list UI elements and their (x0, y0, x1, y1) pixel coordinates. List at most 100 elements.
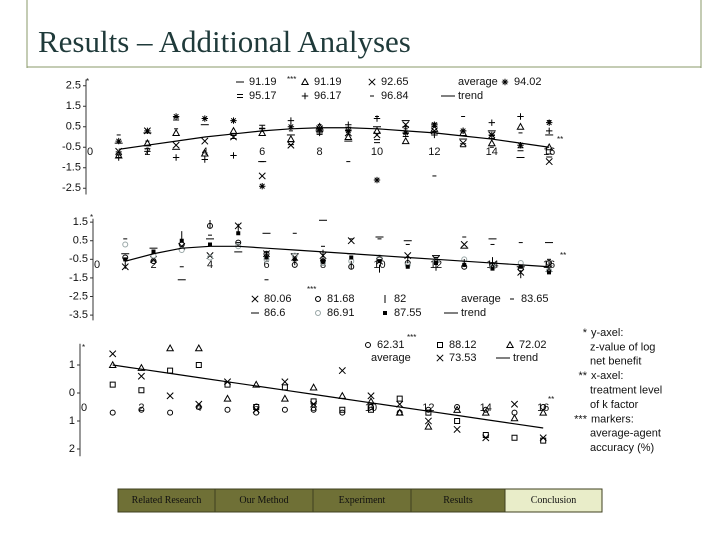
marker (172, 113, 180, 120)
legend-marker (251, 295, 259, 303)
marker (172, 128, 181, 136)
legend-marker (437, 342, 443, 348)
marker (372, 126, 382, 134)
marker (207, 222, 214, 229)
marker (310, 400, 318, 408)
y-tick-label: 1.5 (73, 216, 88, 228)
legend-marker (365, 342, 372, 348)
marker (179, 238, 184, 243)
annotation: *** (407, 333, 416, 342)
marker (516, 122, 525, 130)
marker (374, 139, 380, 144)
note-mark: * (583, 327, 588, 339)
marker (122, 241, 129, 248)
x-tick-label: 14 (480, 402, 492, 414)
marker (195, 400, 203, 408)
y-tick-label: 0.5 (66, 121, 81, 133)
marker (511, 434, 518, 441)
x-tick-label: 0 (87, 146, 93, 158)
legend-marker (237, 94, 243, 98)
nav-label[interactable]: Our Method (239, 495, 288, 506)
marker (460, 240, 468, 249)
marker (459, 139, 467, 147)
marker (488, 131, 495, 139)
legend-marker (368, 78, 376, 86)
annotation: ** (557, 135, 563, 144)
marker (229, 126, 238, 134)
marker (264, 255, 269, 260)
nav-label[interactable]: Results (443, 495, 473, 506)
legend-label: 81.68 (327, 293, 355, 305)
marker (510, 400, 519, 408)
slide-title: Results – Additional Analyses (38, 24, 411, 59)
nav-label[interactable]: Conclusion (531, 495, 577, 506)
x-tick-label: 12 (428, 146, 440, 158)
marker (201, 115, 208, 122)
marker (166, 392, 174, 400)
marker (258, 172, 266, 180)
marker (138, 387, 145, 394)
legend-label: trend (513, 352, 538, 364)
marker (402, 121, 410, 129)
note-line: of k factor (590, 399, 639, 411)
marker (316, 125, 323, 132)
note-mark: *** (574, 413, 588, 425)
marker (291, 261, 298, 268)
note-line: net benefit (590, 356, 641, 368)
marker (109, 381, 116, 388)
marker (482, 434, 490, 442)
y-tick-label: 0 (69, 387, 75, 399)
x-tick-label: 16 (543, 146, 555, 158)
marker (511, 409, 518, 416)
note-line: average-agent (590, 428, 661, 440)
marker (462, 262, 467, 267)
legend-marker (315, 310, 322, 316)
marker (344, 132, 353, 141)
legend-label: 95.17 (249, 90, 277, 102)
marker (546, 119, 553, 126)
marker (368, 406, 374, 413)
annotation: ** (560, 251, 566, 260)
legend-box (360, 337, 560, 365)
legend-label: 82 (394, 293, 406, 305)
marker (401, 136, 410, 145)
legend-marker (505, 340, 515, 349)
marker (150, 258, 157, 265)
marker (201, 137, 209, 145)
note-line: markers: (591, 413, 634, 425)
legend-label: 86.91 (327, 307, 355, 319)
annotation: * (82, 343, 85, 352)
note-mark: ** (578, 370, 587, 382)
x-tick-label: 8 (320, 259, 326, 271)
marker (459, 127, 467, 135)
x-tick-label: 2 (150, 259, 156, 271)
legend-marker (383, 311, 387, 315)
marker (166, 343, 175, 352)
marker (405, 264, 410, 269)
marker (201, 156, 208, 163)
marker (144, 127, 151, 135)
legend-heading: average (371, 352, 411, 364)
legend-marker (501, 78, 509, 86)
trend-line (118, 127, 550, 150)
note-line: treatment level (590, 385, 662, 397)
legend-label: 86.6 (264, 307, 285, 319)
marker (546, 153, 553, 158)
legend-label: trend (461, 307, 486, 319)
legend-label: 88.12 (449, 339, 477, 351)
nav-button[interactable] (504, 488, 603, 513)
marker (338, 391, 347, 399)
nav-label[interactable]: Related Research (132, 495, 202, 506)
y-tick-label: 1 (69, 359, 75, 371)
marker (345, 121, 352, 128)
y-tick-label: -0.5 (69, 253, 88, 265)
marker (347, 237, 355, 245)
marker (395, 408, 404, 416)
marker (488, 119, 495, 126)
nav-label[interactable]: Experiment (339, 495, 386, 506)
legend-box (246, 292, 566, 320)
marker (286, 134, 295, 143)
marker (167, 409, 174, 416)
x-tick-label: 0 (94, 259, 100, 271)
